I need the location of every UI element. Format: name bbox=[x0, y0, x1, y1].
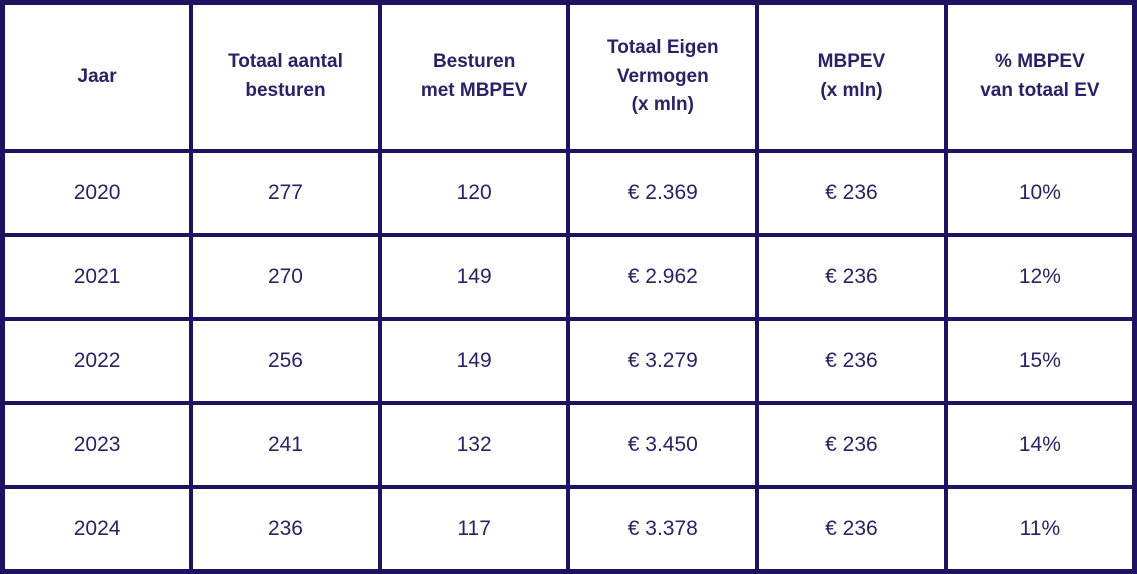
cell-besturen-met-mbpev: 132 bbox=[377, 401, 571, 490]
cell-mbpev: € 236 bbox=[755, 485, 948, 574]
table-row-2022: 2022 256 149 € 3.279 € 236 15% bbox=[0, 316, 1137, 406]
header-mbpev: MBPEV (x mln) bbox=[755, 0, 948, 153]
cell-pct-mbpev: 11% bbox=[943, 485, 1137, 574]
cell-mbpev: € 236 bbox=[755, 148, 948, 237]
header-totaal-aantal-besturen: Totaal aantal besturen bbox=[189, 0, 382, 153]
cell-besturen-met-mbpev: 120 bbox=[377, 148, 571, 237]
header-row: Jaar Totaal aantal besturen Besturen met… bbox=[0, 0, 1137, 153]
cell-jaar: 2023 bbox=[0, 401, 194, 490]
cell-jaar: 2024 bbox=[0, 485, 194, 574]
cell-totaal-eigen-vermogen: € 3.279 bbox=[566, 316, 760, 406]
header-pct-mbpev-van-totaal-ev: % MBPEV van totaal EV bbox=[943, 0, 1137, 153]
cell-besturen-met-mbpev: 149 bbox=[377, 316, 571, 406]
cell-totaal-eigen-vermogen: € 2.369 bbox=[566, 148, 760, 237]
header-jaar: Jaar bbox=[0, 0, 194, 153]
cell-besturen-met-mbpev: 117 bbox=[377, 485, 571, 574]
cell-jaar: 2020 bbox=[0, 148, 194, 237]
table-row-2020: 2020 277 120 € 2.369 € 236 10% bbox=[0, 148, 1137, 237]
cell-besturen-met-mbpev: 149 bbox=[377, 232, 571, 321]
header-besturen-met-mbpev: Besturen met MBPEV bbox=[377, 0, 571, 153]
table-row-2021: 2021 270 149 € 2.962 € 236 12% bbox=[0, 232, 1137, 321]
cell-totaal-aantal-besturen: 256 bbox=[189, 316, 382, 406]
cell-totaal-aantal-besturen: 241 bbox=[189, 401, 382, 490]
cell-mbpev: € 236 bbox=[755, 316, 948, 406]
cell-totaal-eigen-vermogen: € 2.962 bbox=[566, 232, 760, 321]
table-row-2023: 2023 241 132 € 3.450 € 236 14% bbox=[0, 401, 1137, 490]
cell-totaal-eigen-vermogen: € 3.378 bbox=[566, 485, 760, 574]
cell-totaal-aantal-besturen: 236 bbox=[189, 485, 382, 574]
cell-jaar: 2022 bbox=[0, 316, 194, 406]
cell-pct-mbpev: 12% bbox=[943, 232, 1137, 321]
cell-pct-mbpev: 10% bbox=[943, 148, 1137, 237]
cell-pct-mbpev: 14% bbox=[943, 401, 1137, 490]
cell-totaal-aantal-besturen: 277 bbox=[189, 148, 382, 237]
cell-totaal-aantal-besturen: 270 bbox=[189, 232, 382, 321]
cell-mbpev: € 236 bbox=[755, 232, 948, 321]
cell-totaal-eigen-vermogen: € 3.450 bbox=[566, 401, 760, 490]
cell-pct-mbpev: 15% bbox=[943, 316, 1137, 406]
cell-mbpev: € 236 bbox=[755, 401, 948, 490]
table-row-2024: 2024 236 117 € 3.378 € 236 11% bbox=[0, 485, 1137, 574]
cell-jaar: 2021 bbox=[0, 232, 194, 321]
header-totaal-eigen-vermogen: Totaal Eigen Vermogen (x mln) bbox=[566, 0, 760, 153]
